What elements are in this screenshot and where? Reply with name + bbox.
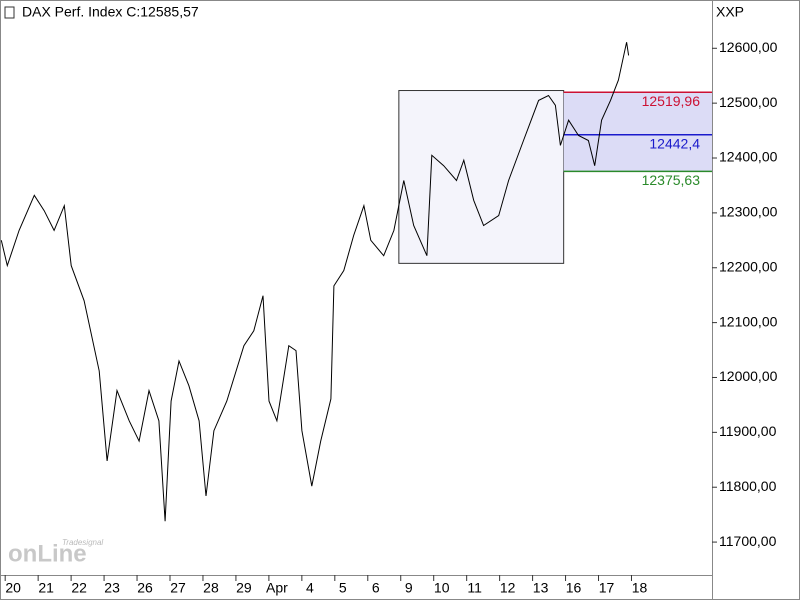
level-label: 12375,63 [642,172,701,188]
y-tick-label: 11900,00 [719,423,777,439]
x-tick-label: 20 [5,580,21,596]
chart-title: DAX Perf. Index C:12585,57 [22,4,199,20]
y-tick-label: 12000,00 [719,368,778,384]
level-label: 12442,4 [649,135,700,151]
window-icon [4,6,15,19]
x-tick-label: 28 [203,580,219,596]
x-tick-label: 29 [236,580,252,596]
logo-sub: Tradesignal [62,538,103,547]
y-tick-label: 12500,00 [719,94,778,110]
x-tick-label: 13 [533,580,549,596]
axis-label: XXP [716,4,744,20]
x-tick-label: 12 [500,580,516,596]
y-tick-label: 11800,00 [719,478,777,494]
x-tick-label: 16 [566,580,582,596]
level-band [563,92,712,172]
x-tick-label: 26 [137,580,153,596]
range-box [398,90,565,264]
x-tick-label: 11 [467,580,482,596]
x-tick-label: 5 [339,580,347,596]
x-tick-label: 6 [372,580,380,596]
y-tick-label: 12600,00 [719,39,778,55]
x-tick-label: 27 [170,580,186,596]
x-tick-label: 9 [405,580,413,596]
x-tick-label: 4 [306,580,314,596]
level-label: 12519,96 [642,93,701,109]
x-tick-label: Apr [266,580,288,596]
x-tick-label: 18 [632,580,648,596]
x-tick-label: 23 [104,580,120,596]
price-line [0,42,630,522]
y-tick-label: 12200,00 [719,258,778,274]
x-tick-label: 22 [71,580,87,596]
x-tick-label: 17 [599,580,615,596]
y-tick-label: 12100,00 [719,313,778,329]
y-tick-label: 12400,00 [719,149,778,165]
plot: 11700,00 11800,00 11900,00 12000,00 12100,00… [0,39,778,596]
y-tick-label: 12300,00 [719,204,778,220]
logo: onLine [8,540,87,567]
x-tick-label: 21 [38,580,54,596]
x-tick-label: 10 [434,580,450,596]
y-tick-label: 11700,00 [719,533,777,549]
